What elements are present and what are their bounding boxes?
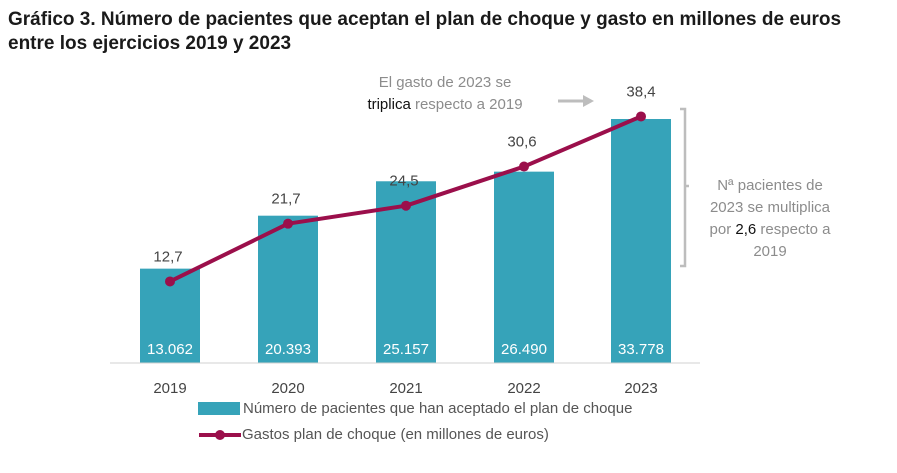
bar-label-2022: 26.490 [501,341,547,358]
bar-label-2023: 33.778 [618,341,664,358]
legend-bar-swatch [198,402,240,415]
pacientes-annotation: Nª pacientes de 2023 se multiplica por 2… [690,175,850,263]
pacientes-annotation-line2: 2023 se multiplica [709,199,831,216]
pacientes-annotation-line1: Nª pacientes de [717,177,823,194]
gasto-annotation-line1: El gasto de 2023 se [378,74,512,91]
bar-2022 [494,171,554,363]
bar-2021 [376,181,436,363]
legend-bar-label: Número de pacientes que han aceptado el … [243,400,633,417]
bar-label-2021: 25.157 [383,341,429,358]
x-tick-2021: 2021 [389,380,422,397]
bar-label-2019: 13.062 [147,341,193,358]
pacientes-annotation-pre: por [709,221,736,238]
line-point-2021 [401,200,411,211]
line-label-2020: 21,7 [271,191,300,208]
arrow-head-icon [583,95,594,107]
line-point-2020 [283,218,293,229]
chart-title: Gráfico 3. Número de pacientes que acept… [8,9,842,54]
x-tick-2019: 2019 [153,380,186,397]
pacientes-annotation-line4: 2019 [753,243,787,260]
line-point-2019 [165,276,175,287]
legend-line-label: Gastos plan de choque (en millones de eu… [242,426,549,443]
x-tick-2023: 2023 [624,380,657,397]
x-tick-2020: 2020 [271,380,304,397]
line-label-2019: 12,7 [153,248,182,265]
bar-2020 [258,215,318,363]
legend-line-swatch [199,429,241,440]
line-point-2022 [519,161,529,172]
pacientes-annotation-bold: 2,6 [735,221,757,238]
x-tick-2022: 2022 [507,380,540,397]
bracket-icon [680,107,689,268]
pacientes-annotation-post: respecto a [756,221,831,238]
line-label-2023: 38,4 [626,83,655,100]
line-label-2021: 24,5 [389,173,418,190]
line-label-2022: 30,6 [507,134,536,151]
legend-line: Gastos plan de choque (en millones de eu… [198,426,549,443]
gasto-annotation-rest: respecto a 2019 [410,96,523,113]
gasto-annotation-bold: triplica [367,96,411,113]
line-point-2023 [636,111,646,122]
bar-2023 [611,119,671,363]
legend-bars: Número de pacientes que han aceptado el … [198,400,632,417]
bar-label-2020: 20.393 [265,341,311,358]
gasto-annotation: El gasto de 2023 se triplica respecto a … [345,72,545,116]
